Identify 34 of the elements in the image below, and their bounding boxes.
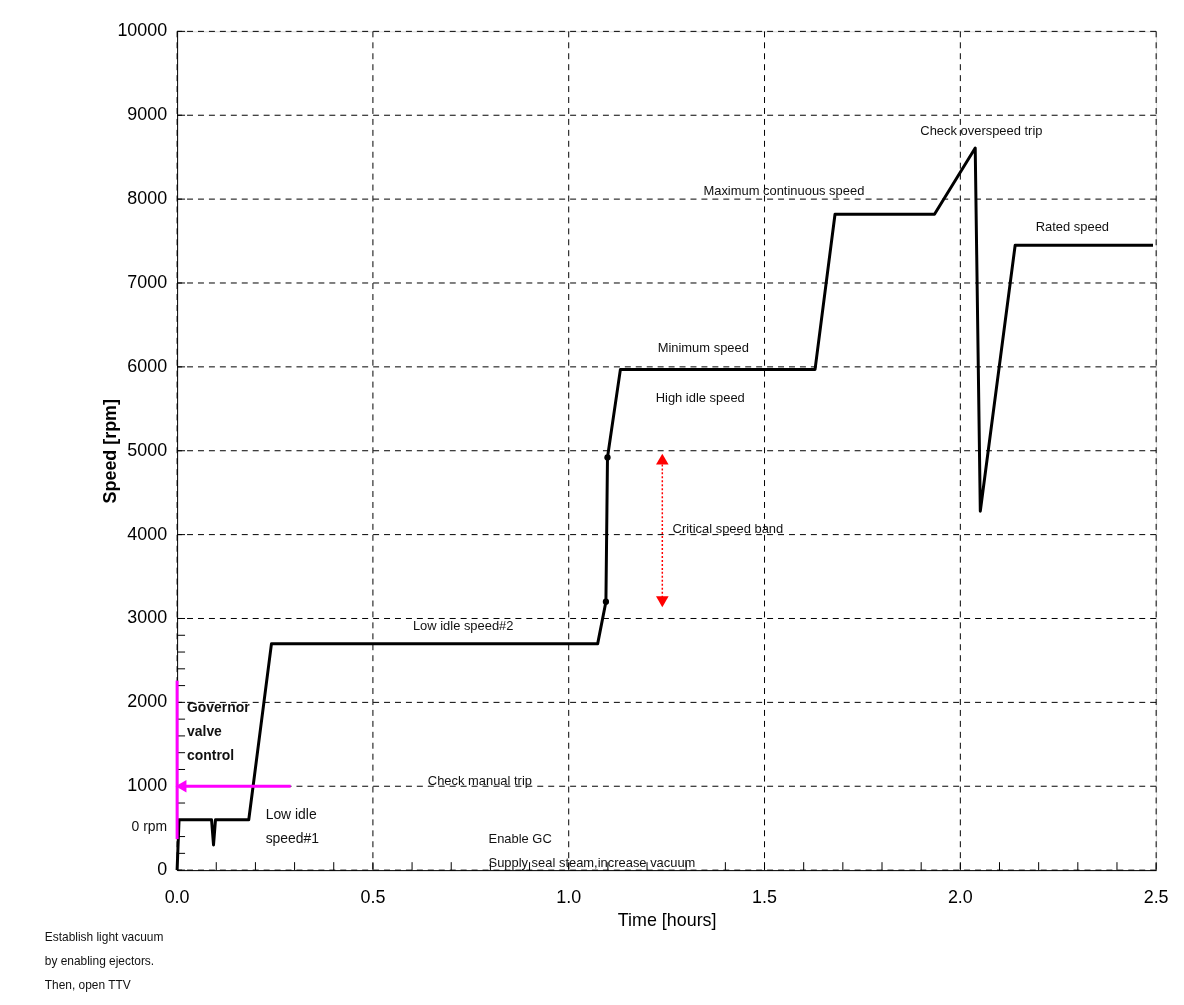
annotation: Critical speed band	[672, 520, 784, 536]
y-tick-label: 3000	[127, 607, 168, 628]
point	[602, 598, 610, 605]
x-tick-label: 1.0	[556, 886, 582, 907]
x-tick-label: 2.0	[947, 886, 973, 907]
y-tick-label: 9000	[127, 104, 168, 125]
x-tick-label: 0.0	[164, 886, 190, 907]
y-axis-title: Speed [rpm]	[99, 399, 120, 504]
text: Establish light vacuum by enabling ejectors. Then, open TTV	[44, 929, 164, 992]
y-tick-label: 7000	[127, 271, 168, 292]
y-tick-label: 2000	[127, 691, 168, 712]
annotation: Check overspeed trip	[920, 122, 1043, 138]
x-tick-label: 2.5	[1143, 886, 1169, 907]
annotation: Minimum speed	[657, 339, 749, 355]
annotation: Rated speed	[1035, 219, 1110, 235]
y-tick-label: 8000	[127, 188, 168, 209]
annotation: Check manual trip	[427, 772, 532, 788]
y-tick-label: 4000	[127, 523, 168, 544]
x-axis-title: Time [hours]	[617, 910, 717, 931]
annotation: Governor valve control	[187, 698, 251, 763]
annotation: Low idle speed#1	[265, 806, 320, 847]
y-tick-label: 6000	[127, 355, 168, 376]
point	[604, 454, 611, 461]
text: 0 rpm	[131, 818, 168, 835]
annotation: Enable GC Supply seal steam,increase vacuum	[488, 831, 696, 871]
y-tick-label: 0	[157, 859, 168, 880]
annotation: High idle speed	[655, 390, 745, 406]
y-tick-label: 1000	[127, 775, 168, 796]
y-tick-label: 10000	[117, 20, 168, 41]
annotation: Low idle speed#2	[412, 618, 514, 634]
x-tick-label: 0.5	[360, 886, 386, 907]
annotation: Maximum continuous speed	[703, 182, 865, 198]
y-tick-label: 5000	[127, 439, 168, 460]
x-tick-label: 1.5	[752, 886, 778, 907]
